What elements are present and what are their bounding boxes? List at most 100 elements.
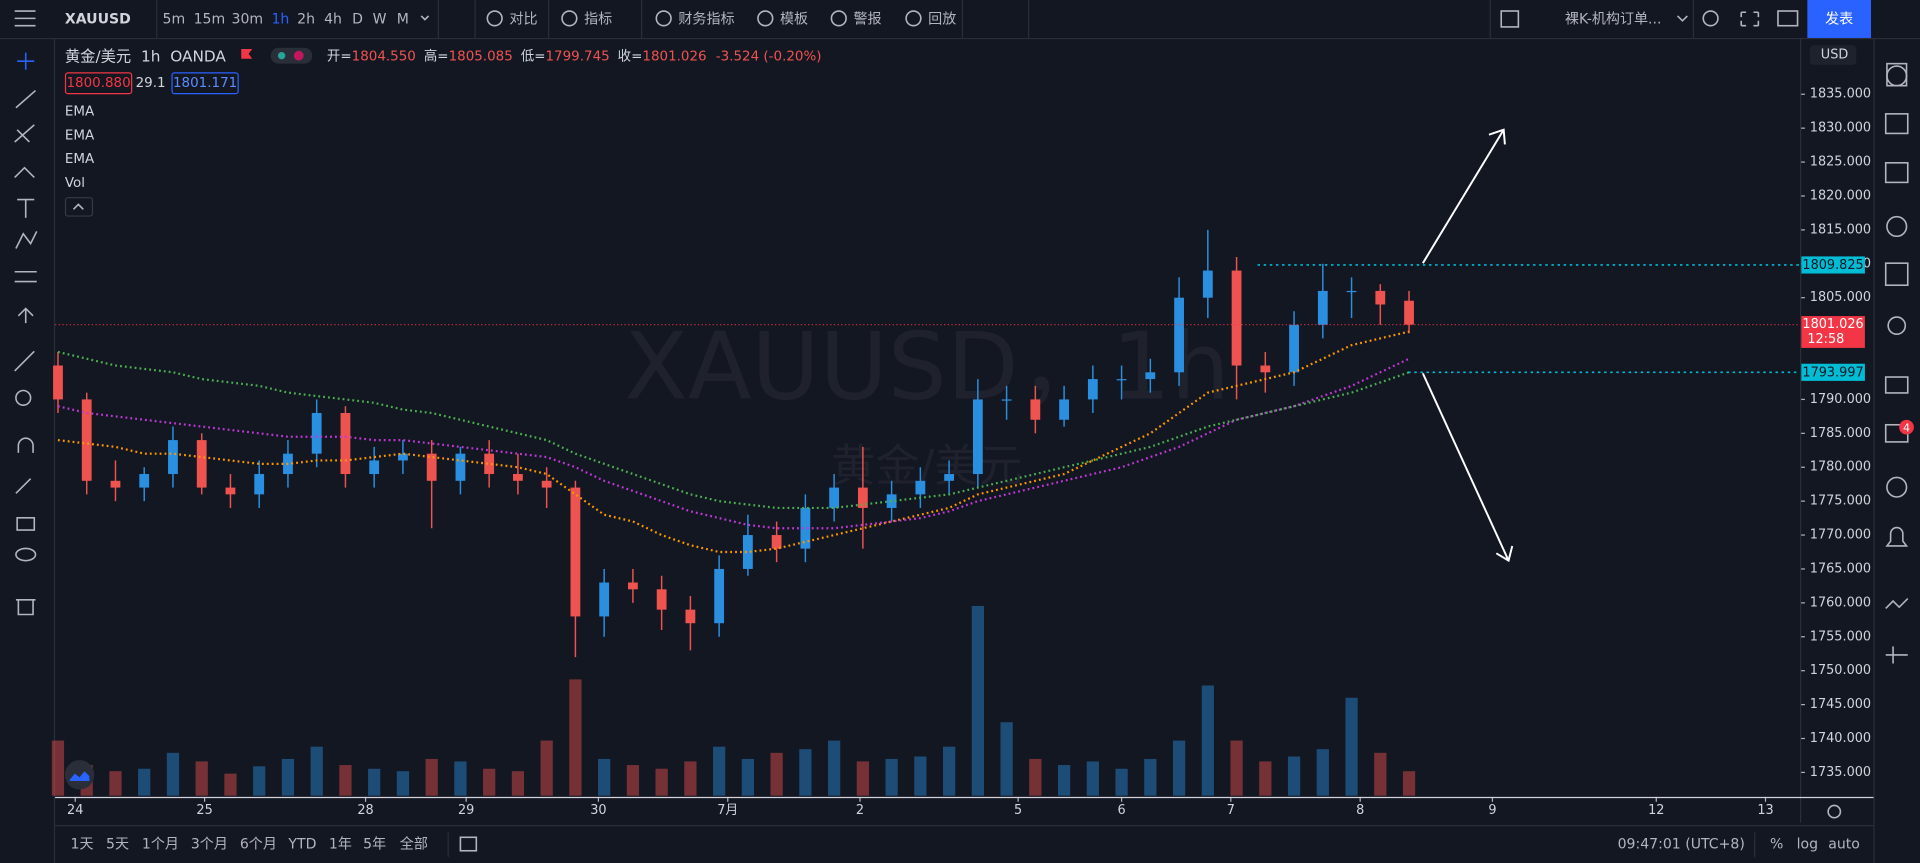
ask[interactable]: 1801.171 bbox=[173, 76, 237, 91]
volume-bar bbox=[1201, 685, 1214, 796]
date-range-icon[interactable] bbox=[459, 836, 478, 852]
range-button[interactable]: 1年 bbox=[329, 837, 352, 853]
volume-bar bbox=[1374, 752, 1387, 796]
publish-label[interactable]: 发表 bbox=[1825, 12, 1853, 28]
volume-bar bbox=[1029, 758, 1042, 796]
volume-bar bbox=[368, 768, 381, 796]
candle-body bbox=[1145, 372, 1156, 380]
flag-icon[interactable] bbox=[241, 48, 253, 59]
interval[interactable]: 4h bbox=[324, 12, 342, 28]
indicator-label[interactable]: EMA bbox=[65, 128, 95, 143]
interval[interactable]: W bbox=[373, 12, 387, 28]
toolbar-icon[interactable] bbox=[830, 10, 847, 27]
volume-bar bbox=[166, 752, 180, 796]
x-tick-label: 5 bbox=[1014, 803, 1022, 818]
instrument-name: 黄金/美元 bbox=[65, 47, 131, 65]
volume-bar bbox=[195, 761, 208, 796]
collapse-icon[interactable] bbox=[72, 203, 84, 210]
candle-body bbox=[1346, 290, 1357, 293]
volume-bar bbox=[51, 740, 65, 796]
y-tick-label: 1740.000 bbox=[1810, 731, 1871, 746]
toolbar-button[interactable]: 模板 bbox=[780, 12, 808, 28]
range-button[interactable]: 5年 bbox=[363, 837, 386, 853]
menu-icon[interactable] bbox=[14, 10, 36, 27]
layout-name[interactable]: 裸K-机构订单... bbox=[1565, 12, 1662, 28]
auto-toggle[interactable]: auto bbox=[1828, 837, 1860, 853]
toolbar-icon[interactable] bbox=[655, 10, 672, 27]
currency-button[interactable] bbox=[1809, 45, 1857, 65]
toolbar-button[interactable]: 对比 bbox=[509, 12, 537, 28]
publish-button[interactable] bbox=[1807, 0, 1872, 38]
symbol[interactable]: XAUUSD bbox=[65, 12, 131, 28]
x-tick-label: 12 bbox=[1648, 803, 1664, 818]
y-tick-label: 1830.000 bbox=[1810, 121, 1871, 136]
axis-settings[interactable] bbox=[1827, 804, 1842, 819]
volume-bar bbox=[339, 765, 352, 796]
candle-body bbox=[628, 582, 638, 590]
volume-bar bbox=[914, 756, 927, 796]
collapse-button[interactable] bbox=[64, 197, 94, 217]
interval[interactable]: 15m bbox=[194, 12, 226, 28]
layout-dropdown[interactable] bbox=[1676, 15, 1688, 22]
log-toggle[interactable]: log bbox=[1797, 837, 1818, 853]
candle-body bbox=[1059, 399, 1069, 420]
toolbar-button[interactable]: 回放 bbox=[928, 12, 956, 28]
interval[interactable]: 5m bbox=[163, 12, 186, 28]
toolbar-button[interactable]: 警报 bbox=[853, 12, 881, 28]
x-tick-label: 7月 bbox=[717, 803, 738, 818]
volume-bar bbox=[454, 761, 467, 796]
toolbar-button[interactable]: 财务指标 bbox=[678, 12, 734, 28]
snapshot-icon[interactable] bbox=[1777, 10, 1799, 27]
interval[interactable]: 1h bbox=[271, 12, 289, 28]
percent-toggle[interactable]: % bbox=[1770, 837, 1783, 853]
label: 1799.745 bbox=[545, 49, 609, 64]
indicator-label[interactable]: EMA bbox=[65, 104, 95, 119]
settings-icon[interactable] bbox=[1702, 10, 1719, 27]
toolbar-icon[interactable] bbox=[561, 10, 578, 27]
range-button[interactable]: 全部 bbox=[400, 836, 428, 853]
toolbar-icon[interactable] bbox=[905, 10, 922, 27]
volume-bar bbox=[856, 761, 869, 796]
sell-button[interactable] bbox=[64, 72, 133, 95]
interval-dropdown[interactable] bbox=[420, 15, 430, 21]
bid[interactable]: 1800.880 bbox=[66, 76, 130, 91]
currency[interactable]: USD bbox=[1821, 48, 1849, 63]
candle-body bbox=[771, 535, 782, 549]
ema-line bbox=[57, 330, 1410, 554]
logo[interactable] bbox=[64, 760, 95, 790]
candle-body bbox=[455, 453, 466, 481]
level-label-box bbox=[1801, 256, 1865, 274]
layout-icon[interactable] bbox=[1500, 10, 1520, 28]
interval[interactable]: D bbox=[352, 12, 363, 28]
volume-bar bbox=[1172, 740, 1186, 796]
range-button[interactable]: 1天 bbox=[71, 837, 94, 853]
volume-bar bbox=[224, 773, 237, 796]
label: 1804.550 bbox=[352, 49, 416, 64]
y-tick-label: 1825.000 bbox=[1810, 155, 1871, 170]
toolbar-button[interactable]: 指标 bbox=[584, 12, 612, 28]
volume-bar bbox=[1000, 722, 1013, 796]
x-tick-label: 2 bbox=[856, 803, 864, 818]
candle-body bbox=[1030, 399, 1041, 420]
candle-body bbox=[857, 487, 868, 508]
range-button[interactable]: YTD bbox=[287, 837, 316, 853]
label: -3.524 (-0.20%) bbox=[716, 49, 822, 64]
range-button[interactable]: 1个月 bbox=[142, 837, 179, 853]
fullscreen-icon[interactable] bbox=[1740, 11, 1760, 27]
interval[interactable]: M bbox=[397, 12, 409, 28]
interval[interactable]: 2h bbox=[297, 12, 315, 28]
range-button[interactable]: 6个月 bbox=[240, 837, 277, 853]
range-button[interactable]: 5天 bbox=[106, 837, 129, 853]
interval[interactable]: 30m bbox=[232, 12, 264, 28]
buy-button[interactable] bbox=[171, 72, 239, 95]
toolbar-icon[interactable] bbox=[486, 10, 503, 27]
legend-source: OANDA bbox=[170, 47, 226, 65]
indicator-label[interactable]: Vol bbox=[65, 176, 85, 191]
range-button[interactable]: 3个月 bbox=[191, 837, 228, 853]
left-tools[interactable] bbox=[14, 52, 38, 616]
right-tools[interactable] bbox=[1884, 62, 1909, 664]
volume-bar bbox=[310, 746, 323, 796]
indicator-label[interactable]: EMA bbox=[65, 152, 95, 167]
notification-badge bbox=[1899, 419, 1914, 435]
toolbar-icon[interactable] bbox=[757, 10, 774, 27]
